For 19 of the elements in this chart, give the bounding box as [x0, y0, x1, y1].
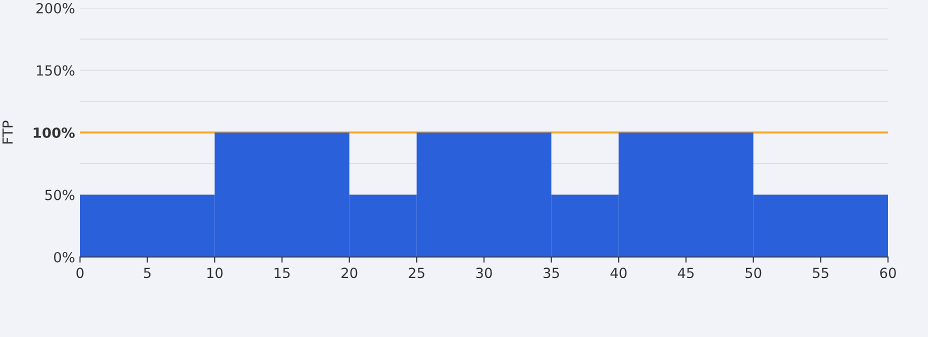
x-tick-label: 5	[144, 268, 151, 278]
x-tick-label: 35	[544, 268, 559, 278]
x-tick-label: 55	[812, 268, 828, 278]
x-tick-label: 15	[274, 268, 290, 278]
y-tick-label: 100%	[34, 127, 75, 138]
x-tick-label: 50	[746, 268, 762, 278]
x-tick-label: 30	[476, 268, 492, 278]
y-tick-label: 200%	[36, 2, 74, 14]
y-axis-title: FTP	[2, 120, 13, 144]
x-tick-label: 10	[207, 268, 223, 278]
y-tick-label: 50%	[45, 190, 74, 200]
x-tick-label: 0	[76, 268, 84, 278]
y-tick-label: 150%	[36, 65, 74, 76]
x-tick-label: 20	[342, 268, 358, 278]
x-tick-label: 25	[408, 268, 424, 278]
x-tick-label: 45	[678, 268, 694, 278]
x-tick-label: 40	[610, 268, 627, 278]
y-tick-label: 0%	[54, 252, 74, 262]
x-tick-label: 60	[880, 268, 896, 278]
